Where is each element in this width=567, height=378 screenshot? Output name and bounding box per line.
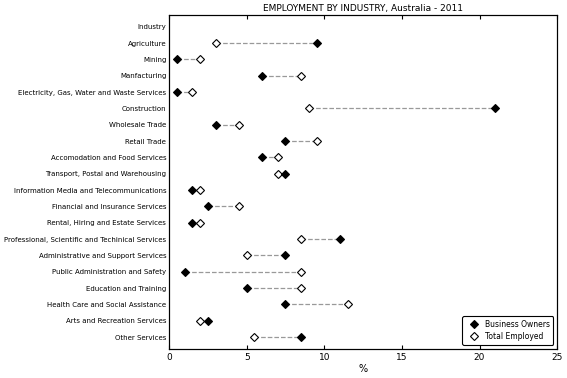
- Legend: Business Owners, Total Employed: Business Owners, Total Employed: [462, 316, 553, 345]
- X-axis label: %: %: [358, 364, 367, 374]
- Title: EMPLOYMENT BY INDUSTRY, Australia - 2011: EMPLOYMENT BY INDUSTRY, Australia - 2011: [263, 4, 463, 13]
